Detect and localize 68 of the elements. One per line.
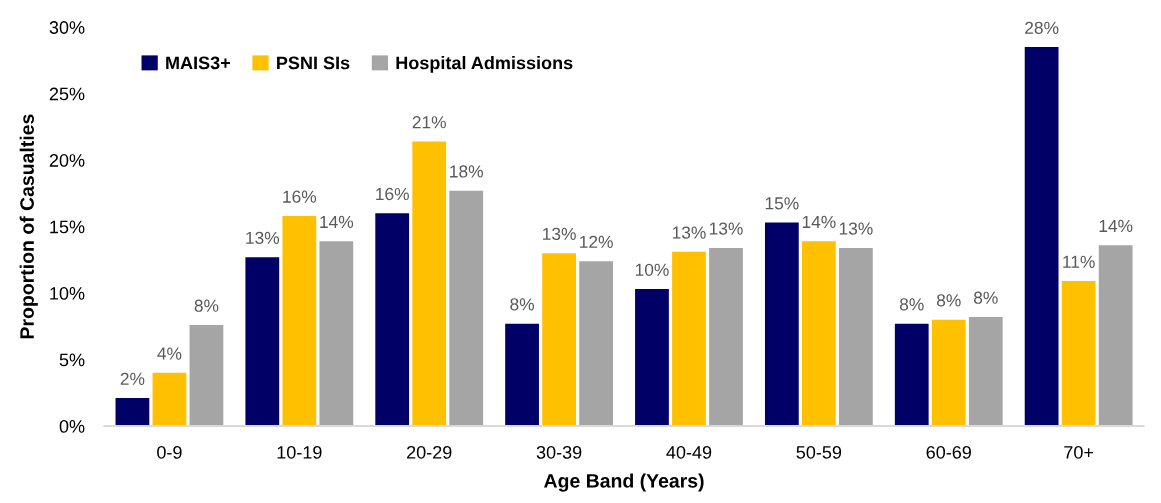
bar [1098, 245, 1133, 427]
data-label: 13% [709, 222, 743, 235]
data-label: 10% [635, 263, 669, 276]
x-tick-label: 20-29 [407, 445, 452, 459]
legend-label: PSNI SIs [277, 56, 350, 70]
bar [579, 261, 613, 427]
bar [282, 215, 317, 427]
y-tick-label: 15% [50, 220, 85, 234]
bar [1024, 47, 1059, 427]
bar [894, 323, 929, 427]
data-label: 16% [283, 190, 317, 203]
data-label: 8% [194, 299, 219, 312]
y-axis-title: Proportion of Casualties [19, 114, 38, 339]
data-label: 14% [320, 215, 354, 229]
bar [152, 372, 187, 427]
data-label: 16% [376, 187, 409, 201]
x-tick-label: 70+ [1064, 445, 1094, 459]
data-label: 11% [1063, 255, 1095, 268]
bar [505, 323, 539, 427]
y-tick-label: 5% [59, 353, 85, 367]
data-label: 14% [802, 215, 836, 229]
bar [931, 319, 966, 427]
legend-label: Hospital Admissions [396, 56, 573, 73]
data-label: 14% [1099, 219, 1133, 232]
x-axis-title: Age Band (Years) [544, 473, 704, 492]
y-tick-label: 0% [59, 419, 85, 433]
data-label: 13% [543, 227, 576, 241]
bar [672, 251, 706, 427]
bar [801, 241, 836, 427]
bar [968, 317, 1003, 427]
y-tick-label: 20% [49, 154, 85, 167]
legend-label: MAIS3+ [166, 56, 230, 70]
bar [189, 324, 224, 427]
bar [449, 190, 484, 427]
x-tick-label: 40-49 [666, 445, 712, 459]
y-tick-label: 25% [49, 87, 85, 101]
data-label: 13% [672, 226, 706, 239]
data-label: 21% [412, 116, 446, 129]
data-label: 8% [510, 298, 534, 311]
data-label: 13% [839, 222, 873, 235]
y-tick-label: 30% [49, 21, 85, 34]
data-label: 8% [936, 294, 961, 307]
bar [839, 247, 873, 427]
bar [709, 247, 743, 427]
bar [412, 141, 447, 427]
bar [1061, 281, 1096, 427]
data-label: 2% [120, 372, 145, 385]
x-tick-label: 30-39 [536, 445, 582, 459]
bar [542, 253, 576, 427]
x-tick-label: 60-69 [926, 445, 971, 459]
data-label: 28% [1025, 21, 1059, 34]
bar [319, 241, 354, 427]
data-label: 13% [246, 231, 280, 245]
data-label: 18% [450, 165, 483, 178]
bar [245, 257, 280, 427]
data-label: 8% [899, 298, 924, 311]
bar [375, 213, 410, 427]
x-tick-label: 10-19 [277, 445, 322, 459]
x-tick-label: 50-59 [796, 445, 842, 459]
data-label: 4% [157, 347, 182, 360]
bar [115, 398, 150, 427]
data-label: 8% [973, 291, 998, 304]
x-tick-label: 0-9 [157, 445, 182, 459]
bar [635, 289, 669, 427]
data-label: 15% [765, 197, 799, 210]
data-label: 12% [580, 235, 613, 248]
y-tick-label: 10% [50, 287, 85, 300]
bar [764, 222, 799, 427]
